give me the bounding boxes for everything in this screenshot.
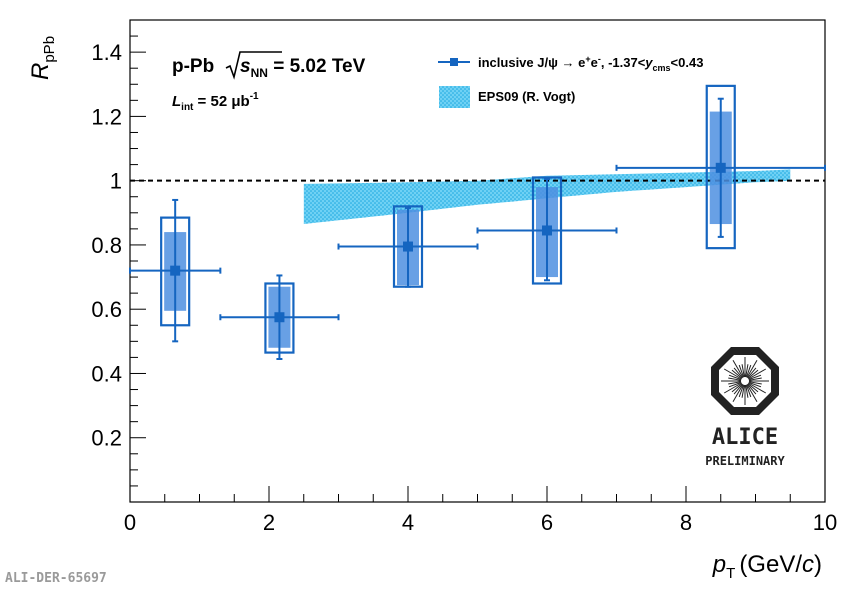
y-tick-label: 1 — [110, 169, 122, 194]
logo-ray — [741, 364, 745, 378]
x-tick-label: 6 — [541, 510, 553, 535]
data-point — [337, 205, 479, 288]
luminosity-label: Lint = 52 μb-1 — [172, 91, 259, 113]
logo-ray — [723, 382, 742, 394]
data-points-layer — [129, 84, 826, 361]
alice-logo-tag: PRELIMINARY — [705, 454, 785, 468]
logo-ray — [747, 383, 757, 395]
alice-logo-rays — [721, 357, 769, 405]
logo-ray — [728, 381, 742, 388]
energy-label: sNN = 5.02 TeV — [240, 56, 366, 80]
logo-ray — [728, 377, 742, 381]
alice-logo: ALICE PRELIMINARY — [705, 347, 786, 468]
logo-ray — [733, 383, 743, 395]
y-tick-label: 1.2 — [91, 104, 122, 129]
logo-ray — [728, 381, 742, 385]
logo-ray — [748, 374, 762, 381]
data-marker — [403, 241, 413, 252]
collision-system-label: p-Pb — [172, 56, 214, 77]
y-tick-label: 0.4 — [91, 361, 122, 386]
logo-ray — [738, 364, 745, 378]
logo-ray — [745, 384, 752, 398]
legend-entry-model: EPS09 (R. Vogt) — [478, 89, 575, 104]
logo-ray — [748, 368, 767, 380]
logo-ray — [731, 369, 743, 379]
x-tick-label: 4 — [402, 510, 414, 535]
data-marker — [542, 225, 552, 236]
y-axis-title: RpPb — [27, 36, 58, 80]
logo-ray — [745, 384, 749, 398]
logo-ray — [748, 381, 762, 388]
data-marker — [274, 312, 285, 323]
x-tick-label: 8 — [680, 510, 692, 535]
logo-ray — [746, 384, 758, 403]
logo-ray — [746, 359, 758, 378]
axis-ticks: 0 2 4 6 8 10 0.2 0.4 0.6 0.8 1 1.2 1.4 — [91, 19, 837, 535]
logo-ray — [747, 383, 759, 393]
data-point — [476, 176, 618, 285]
data-marker — [715, 162, 726, 173]
alice-logo-inner — [719, 355, 771, 407]
legend-entry-data: inclusive J/ψ → e+e-, -1.37<ycms<0.43 — [478, 54, 703, 73]
data-point — [615, 84, 826, 250]
logo-ray — [748, 382, 767, 394]
logo-ray — [745, 364, 752, 378]
logo-ray — [741, 384, 745, 398]
y-tick-label: 0.8 — [91, 233, 122, 258]
data-marker — [170, 265, 181, 276]
x-axis-title: pT (GeV/c) — [712, 551, 822, 582]
logo-ray — [747, 367, 757, 379]
logo-ray — [723, 368, 742, 380]
figure-id: ALI-DER-65697 — [5, 571, 107, 586]
logo-ray — [748, 377, 762, 381]
x-tick-label: 0 — [124, 510, 136, 535]
logo-ray — [732, 384, 744, 403]
y-tick-label: 1.4 — [91, 40, 122, 65]
alice-logo-name: ALICE — [712, 425, 778, 450]
logo-ray — [748, 381, 762, 385]
logo-ray — [747, 369, 759, 379]
logo-ray — [728, 374, 742, 381]
logo-ray — [738, 384, 745, 398]
x-tick-label: 2 — [263, 510, 275, 535]
logo-ray — [745, 364, 749, 378]
legend: inclusive J/ψ → e+e-, -1.37<ycms<0.43 EP… — [438, 54, 703, 108]
logo-ray — [732, 359, 744, 378]
logo-ray — [731, 383, 743, 393]
y-tick-label: 0.6 — [91, 297, 122, 322]
y-tick-label: 0.2 — [91, 426, 122, 451]
legend-band-swatch — [439, 86, 470, 108]
sqrt-symbol — [225, 51, 282, 80]
data-point — [129, 198, 222, 343]
x-tick-label: 10 — [813, 510, 837, 535]
logo-ray — [733, 367, 743, 379]
legend-marker-square — [450, 58, 458, 66]
data-point — [219, 274, 340, 361]
